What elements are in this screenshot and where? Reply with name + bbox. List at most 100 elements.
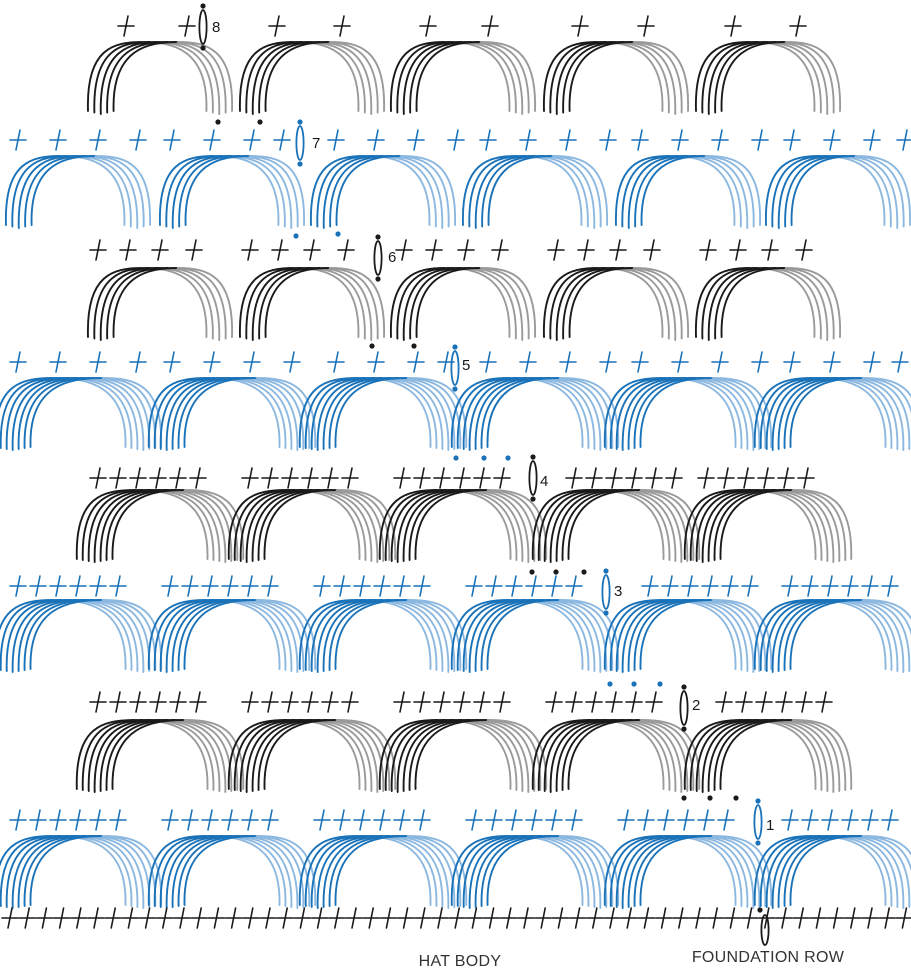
chain-stitch-dot-icon [707, 795, 713, 801]
row-number-label: 8 [212, 19, 220, 36]
crochet-stitch-cross-icon [637, 907, 656, 929]
crochet-stitch-cross-icon [259, 907, 277, 929]
crochet-stitch-cross-icon [861, 575, 879, 597]
crochet-stitch-cross-icon [519, 129, 537, 151]
chain-stitch-dot-icon [530, 496, 536, 502]
crochet-stitch-cross-icon [49, 575, 67, 597]
crochet-stitch-cross-icon [457, 239, 475, 261]
shell-stitch-arc-icon [543, 41, 689, 115]
chain-stitch-dot-icon [505, 455, 511, 461]
shell-stitch-arc-icon [765, 155, 911, 229]
crochet-stitch-cross-icon [333, 15, 351, 37]
crochet-stitch-cross-icon [149, 467, 167, 489]
crochet-stitch-cross-icon [681, 575, 699, 597]
crochet-stitch-cross-icon [241, 809, 259, 831]
crochet-stitch-cross-icon [69, 809, 87, 831]
crochet-stitch-cross-icon [341, 467, 359, 489]
chain-stitch-dot-icon [452, 344, 458, 350]
crochet-stitch-cross-icon [9, 575, 27, 597]
shell-stitch-arc-icon [298, 377, 468, 451]
crochet-stitch-cross-icon [413, 691, 431, 713]
crochet-stitch-cross-icon [505, 575, 523, 597]
crochet-stitch-cross-icon [605, 691, 623, 713]
crochet-stitch-cross-icon [881, 809, 899, 831]
crochet-stitch-cross-icon [493, 691, 511, 713]
shell-stitch-arc-icon [695, 41, 841, 115]
crochet-stitch-cross-icon [568, 907, 587, 929]
crochet-stitch-cross-icon [737, 467, 755, 489]
shell-stitch-arc-icon [147, 599, 317, 673]
shell-stitch-arc-icon [753, 377, 911, 451]
shell-layer [0, 41, 911, 909]
crochet-stitch-cross-icon [559, 351, 577, 373]
chain-stitch-dot-icon [297, 119, 303, 125]
crochet-stitch-cross-icon [433, 467, 451, 489]
crochet-stitch-cross-icon [755, 691, 773, 713]
crochet-stitch-cross-icon [413, 809, 431, 831]
crochet-stitch-cross-icon [671, 129, 689, 151]
crochet-stitch-cross-icon [677, 809, 695, 831]
crochet-stitch-cross-icon [89, 809, 107, 831]
shell-stitch-arc-icon [603, 835, 773, 909]
shell-stitch-arc-icon [147, 835, 317, 909]
crochet-stitch-cross-icon [70, 907, 88, 929]
crochet-stitch-cross-icon [482, 907, 501, 929]
crochet-stitch-cross-icon [751, 129, 769, 151]
crochet-stitch-cross-icon [341, 691, 359, 713]
crochet-stitch-cross-icon [333, 809, 351, 831]
chain-stitch-dot-icon [481, 455, 487, 461]
chain-stitch-dot-icon [530, 454, 536, 460]
crochet-stitch-cross-icon [473, 467, 491, 489]
crochet-stitch-cross-icon [661, 575, 679, 597]
shell-stitch-arc-icon [298, 599, 468, 673]
chain-stitch-dot-icon [297, 161, 303, 167]
crochet-stitch-cross-icon [89, 467, 107, 489]
shell-stitch-arc-icon [0, 599, 163, 673]
crochet-stitch-cross-icon [565, 467, 583, 489]
crochet-stitch-cross-icon [565, 809, 583, 831]
crochet-stitch-cross-icon [353, 575, 371, 597]
crochet-stitch-cross-icon [551, 907, 570, 929]
crochet-stitch-cross-icon [625, 691, 643, 713]
crochet-stitch-cross-icon [395, 239, 413, 261]
crochet-stitch-cross-icon [801, 575, 819, 597]
slip-stitch-oval-icon [601, 574, 611, 610]
crochet-stitch-cross-icon [645, 691, 663, 713]
crochet-stitch-cross-icon [224, 907, 243, 929]
crochet-stitch-cross-icon [173, 907, 191, 929]
crochet-stitch-cross-icon [643, 239, 661, 261]
crochet-stitch-cross-icon [823, 351, 841, 373]
crochet-stitch-cross-icon [9, 809, 27, 831]
crochet-stitch-cross-icon [740, 907, 759, 929]
crochet-stitch-cross-icon [190, 907, 208, 929]
shell-stitch-arc-icon [543, 267, 689, 341]
crochet-stitch-cross-icon [221, 575, 239, 597]
chain-stitch-dot-icon [603, 568, 609, 574]
crochet-stitch-cross-icon [665, 467, 683, 489]
chain-stitch-dot-icon [335, 231, 341, 237]
row-number-layer: 8 7 6 5 4 3 2 1 [212, 19, 774, 834]
crochet-stitch-cross-icon [310, 907, 329, 929]
row-number-label: 1 [766, 817, 774, 834]
crochet-stitch-cross-icon [413, 467, 431, 489]
crochet-stitch-cross-icon [861, 907, 879, 929]
crochet-stitch-cross-icon [895, 907, 911, 929]
shell-stitch-arc-icon [239, 41, 385, 115]
row-number-label: 6 [388, 249, 396, 266]
shell-stitch-arc-icon [462, 155, 608, 229]
shell-stitch-arc-icon [310, 155, 456, 229]
crochet-stitch-cross-icon [49, 809, 67, 831]
shell-stitch-arc-icon [450, 599, 620, 673]
slip-stitch-oval-icon [528, 460, 538, 496]
crochet-stitch-cross-icon [783, 129, 801, 151]
crochet-stitch-cross-icon [425, 239, 443, 261]
crochet-stitch-cross-icon [577, 239, 595, 261]
crochet-stitch-cross-icon [313, 809, 331, 831]
crochet-stitch-cross-icon [735, 691, 753, 713]
crochet-stitch-cross-icon [203, 129, 221, 151]
shell-stitch-arc-icon [615, 155, 761, 229]
shell-stitch-arc-icon [239, 267, 385, 341]
shell-stitch-arc-icon [603, 377, 773, 451]
crochet-stitch-cross-icon [843, 907, 862, 929]
chain-stitch-dot-icon [200, 45, 206, 51]
